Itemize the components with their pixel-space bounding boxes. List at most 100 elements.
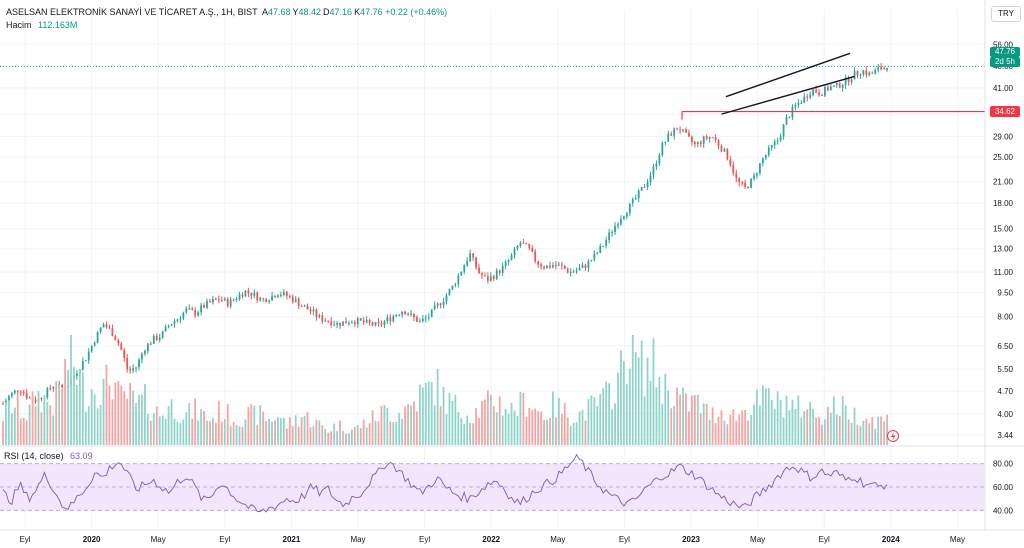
volume-bar: [454, 394, 457, 445]
candle-body: [13, 390, 16, 393]
candle-body: [126, 357, 129, 369]
candle-body: [291, 296, 294, 302]
candle-body: [191, 308, 194, 311]
y-tick-label: 13.00: [993, 245, 1014, 254]
volume-bar: [401, 418, 404, 445]
volume-bar: [155, 406, 158, 445]
volume-bar: [232, 422, 235, 445]
volume-bar: [862, 420, 865, 445]
volume-bar: [348, 433, 350, 445]
volume-value: 112.163M: [38, 20, 78, 30]
volume-bar: [767, 388, 770, 445]
volume-bar: [575, 421, 578, 445]
candle-body: [433, 305, 436, 310]
candle-body: [756, 173, 758, 176]
volume-bar: [342, 430, 344, 445]
candle-body: [383, 321, 386, 325]
candle-body: [247, 290, 250, 293]
candle-body: [691, 136, 693, 143]
volume-bar: [747, 420, 749, 445]
volume-bar: [794, 408, 797, 445]
volume-bar: [655, 387, 658, 445]
volume-bar: [744, 409, 747, 445]
volume-bar: [498, 396, 501, 445]
candle-body: [123, 349, 126, 358]
candle-body: [285, 291, 288, 297]
volume-bar: [649, 380, 652, 445]
volume-bar: [58, 384, 61, 445]
candle-body: [333, 324, 336, 326]
candle-body: [767, 147, 770, 155]
volume-bar: [614, 403, 616, 445]
candle-body: [625, 213, 628, 217]
candle-body: [19, 391, 22, 393]
volume-bar: [333, 423, 336, 445]
volume-bar: [658, 376, 661, 445]
candle-body: [365, 319, 368, 323]
x-tick-label: Eyl: [19, 535, 30, 544]
candle-body: [421, 318, 424, 322]
volume-bar: [785, 395, 788, 445]
y-tick-label: 25.00: [993, 153, 1014, 162]
volume-bar: [16, 396, 19, 445]
volume-bar: [288, 417, 291, 445]
volume-bar: [149, 420, 152, 445]
volume-bar: [646, 357, 649, 445]
volume-bar: [19, 418, 22, 445]
volume-bar: [776, 391, 779, 445]
candle-body: [419, 321, 421, 323]
candle-body: [158, 337, 161, 340]
candle-body: [309, 309, 312, 312]
candle-body: [699, 141, 702, 144]
candle-body: [637, 190, 640, 199]
volume-bar: [389, 421, 392, 445]
y-tick-label: 15.00: [993, 225, 1014, 234]
volume-bar: [365, 427, 368, 445]
volume-bar: [590, 395, 593, 445]
y-tick-label: 4.00: [997, 410, 1013, 419]
candle-body: [105, 324, 108, 328]
volume-bar: [380, 405, 383, 445]
volume-bar: [457, 412, 460, 445]
volume-bar: [489, 394, 492, 445]
volume-bar: [312, 425, 315, 445]
candle-body: [442, 301, 445, 305]
volume-bar: [478, 417, 480, 445]
candle-body: [2, 403, 4, 405]
candle-body: [469, 253, 472, 262]
volume-bar: [117, 381, 120, 445]
volume-bar: [294, 415, 297, 445]
candle-body: [531, 248, 534, 252]
volume-bar: [469, 422, 472, 445]
candle-body: [773, 141, 776, 146]
volume-bar: [238, 426, 241, 445]
candle-body: [575, 270, 578, 272]
candle-body: [294, 298, 297, 302]
candle-body: [324, 320, 327, 322]
volume-bar: [761, 385, 764, 445]
currency-button[interactable]: TRY: [991, 6, 1021, 22]
volume-bar: [534, 408, 537, 445]
volume-bar: [194, 398, 197, 445]
candle-body: [726, 148, 729, 160]
volume-bar: [770, 400, 773, 445]
candle-body: [516, 245, 519, 249]
candle-body: [705, 136, 708, 139]
volume-bar: [475, 407, 477, 445]
countdown-tag: 2d 5h: [990, 57, 1020, 67]
volume-bar: [720, 410, 723, 445]
candle-body: [223, 298, 226, 301]
volume-bar: [427, 381, 430, 445]
candle-body: [534, 251, 537, 262]
candle-body: [880, 66, 883, 70]
volume-bar: [850, 422, 853, 445]
volume-bar: [883, 421, 885, 445]
candle-body: [40, 398, 43, 400]
candle-body: [628, 203, 631, 214]
candle-body: [280, 294, 282, 296]
candle-body: [735, 173, 738, 179]
volume-bar: [661, 403, 664, 445]
volume-bar: [93, 394, 96, 445]
volume-bar: [667, 390, 670, 445]
